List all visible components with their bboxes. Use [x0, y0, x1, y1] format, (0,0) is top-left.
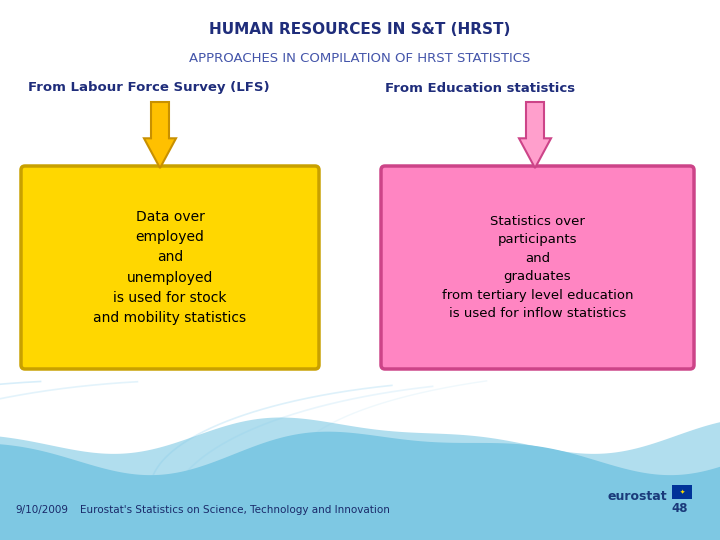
FancyBboxPatch shape [672, 485, 692, 499]
Polygon shape [0, 417, 720, 540]
Text: 9/10/2009: 9/10/2009 [15, 505, 68, 515]
Polygon shape [0, 431, 720, 540]
FancyBboxPatch shape [381, 166, 694, 369]
Text: HUMAN RESOURCES IN S&T (HRST): HUMAN RESOURCES IN S&T (HRST) [210, 23, 510, 37]
Text: From Education statistics: From Education statistics [385, 82, 575, 94]
Text: eurostat: eurostat [607, 489, 667, 503]
FancyBboxPatch shape [21, 166, 319, 369]
Polygon shape [519, 102, 551, 168]
Text: ✦: ✦ [680, 489, 685, 495]
Polygon shape [144, 102, 176, 168]
Text: Eurostat's Statistics on Science, Technology and Innovation: Eurostat's Statistics on Science, Techno… [80, 505, 390, 515]
Text: From Labour Force Survey (LFS): From Labour Force Survey (LFS) [28, 82, 269, 94]
Text: Statistics over
participants
and
graduates
from tertiary level education
is used: Statistics over participants and graduat… [442, 215, 634, 320]
Text: APPROACHES IN COMPILATION OF HRST STATISTICS: APPROACHES IN COMPILATION OF HRST STATIS… [189, 51, 531, 64]
Text: 48: 48 [672, 502, 688, 515]
Text: Data over
employed
and
unemployed
is used for stock
and mobility statistics: Data over employed and unemployed is use… [94, 211, 246, 325]
